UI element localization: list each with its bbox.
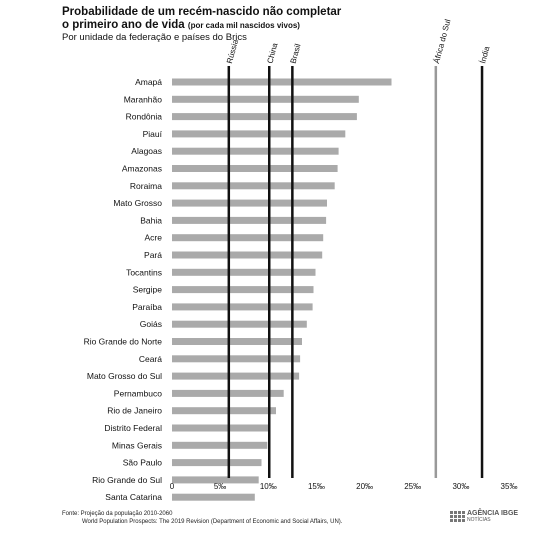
bar [172,424,270,432]
category-label: Bahia [140,215,162,225]
category-label: Amapá [135,77,162,87]
x-tick-label: 15‰ [308,482,325,491]
category-label: Rio de Janeiro [107,406,162,416]
bar-chart: Amapá Maranhão Rondônia Piauí Alagoas Amazona… [84,18,518,511]
bar [172,320,307,328]
category-label: Tocantins [126,267,162,277]
category-label: Pernambuco [114,388,162,398]
category-label: Paraná [135,510,163,511]
ibge-logo-icon [450,511,465,523]
chart-subtitle: Por unidade da federação e países do Bri… [62,32,247,43]
category-label: Alagoas [131,146,162,156]
reference-line-label: África do Sul [432,18,452,64]
bar [172,251,323,259]
bar [172,234,324,242]
category-label: Mato Grosso do Sul [87,371,162,381]
x-tick-label: 5‰ [214,482,226,491]
category-label: Ceará [139,354,162,364]
reference-line-label: China [265,41,279,64]
logo-sub: NOTÍCIAS [467,517,491,523]
bar [172,165,338,172]
bar [172,199,327,207]
source-note: Fonte: Projeção da população 2010-2060 W… [62,510,342,526]
bar [172,268,316,276]
category-label: São Paulo [123,458,162,468]
category-label: Rio Grande do Norte [84,337,163,347]
bar [172,130,346,138]
category-label: Acre [145,233,163,243]
reference-line-label: Rússia [225,38,240,64]
reference-line-label: Índia [478,45,491,65]
bar [172,147,339,155]
bar [172,407,276,415]
chart-header: Probabilidade de um recém-nascido não co… [62,6,532,44]
bar [172,441,268,449]
category-label: Piauí [143,129,163,139]
bar [172,95,359,103]
bar [172,459,262,467]
chart-title-line1: Probabilidade de um recém-nascido não co… [62,6,342,18]
bar [172,372,300,380]
bar [172,355,301,363]
logo-name: AGÊNCIA IBGE [467,510,519,517]
category-label: Maranhão [124,94,163,104]
bar [172,216,327,224]
category-label: Goiás [140,319,162,329]
chart-title-note: (por cada mil nascidos vivos) [187,21,300,30]
bar [172,113,357,121]
bar [172,303,313,311]
category-label: Mato Grosso [113,198,162,208]
category-label: Rondônia [126,112,163,122]
category-label: Paraíba [132,302,162,312]
x-tick-label: 10‰ [260,482,277,491]
bar [172,493,255,501]
category-label: Minas Gerais [112,440,162,450]
category-label: Distrito Federal [104,423,162,433]
reference-line-label: Brasil [289,43,303,65]
x-tick-label: 35‰ [501,482,518,491]
category-label: Sergipe [133,285,163,295]
source-line-1: Fonte: Projeção da população 2010-2060 [62,511,173,517]
bar [172,286,314,294]
category-label: Pará [144,250,162,260]
category-label: Rio Grande do Sul [92,475,162,485]
chart-title-main: o primeiro ano de vida [62,19,185,31]
source-line-2: World Population Prospects: The 2019 Rev… [82,519,343,525]
x-tick-label: 0 [170,482,175,491]
category-label: Amazonas [122,164,162,174]
category-label: Roraima [130,181,162,191]
bar [172,338,302,345]
ibge-logo: AGÊNCIA IBGE NOTÍCIAS [450,510,518,524]
x-tick-label: 20‰ [356,482,373,491]
x-tick-label: 25‰ [404,482,421,491]
bar [172,78,392,86]
chart-title-line2: o primeiro ano de vida (por cada mil nas… [62,19,532,32]
x-tick-label: 30‰ [452,482,469,491]
bar [172,182,335,190]
bar [172,476,259,484]
category-label: Santa Catarina [105,492,162,502]
